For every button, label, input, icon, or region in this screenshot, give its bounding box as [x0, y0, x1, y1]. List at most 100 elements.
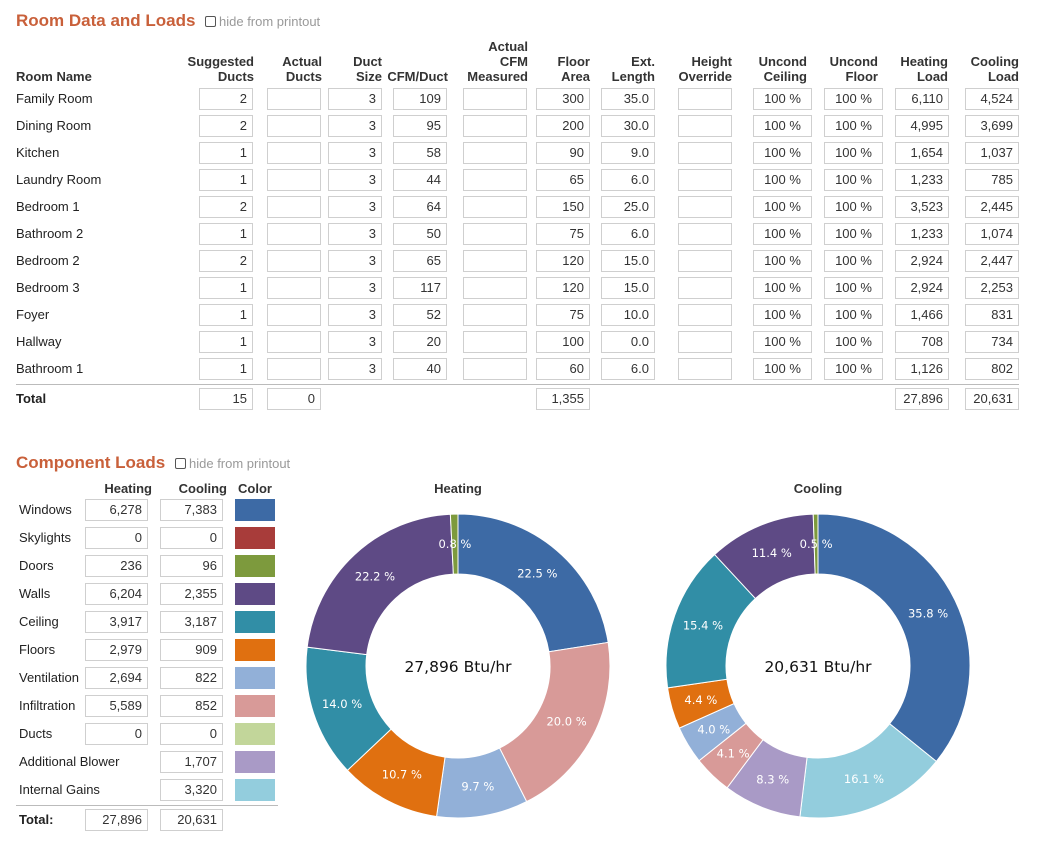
- uncond-floor-field[interactable]: 100 %: [824, 196, 883, 218]
- cooling-load-field[interactable]: 2,445: [965, 196, 1019, 218]
- cfm-duct-field[interactable]: 58: [393, 142, 447, 164]
- actual-ducts-field[interactable]: [267, 331, 321, 353]
- cfm-duct-field[interactable]: 109: [393, 88, 447, 110]
- duct-size-field[interactable]: 3: [328, 250, 382, 272]
- height-override-field[interactable]: [678, 358, 732, 380]
- cooling-load-field[interactable]: 2,447: [965, 250, 1019, 272]
- floor-area-field[interactable]: 300: [536, 88, 590, 110]
- ext-length-field[interactable]: 6.0: [601, 169, 655, 191]
- suggested-ducts-field[interactable]: 1: [199, 169, 253, 191]
- uncond-ceiling-field[interactable]: 100 %: [753, 142, 812, 164]
- suggested-ducts-field[interactable]: 1: [199, 142, 253, 164]
- actual-cfm-field[interactable]: [463, 115, 527, 137]
- actual-ducts-field[interactable]: [267, 142, 321, 164]
- heating-load-field[interactable]: 1,233: [895, 169, 949, 191]
- uncond-ceiling-field[interactable]: 100 %: [753, 223, 812, 245]
- suggested-ducts-field[interactable]: 2: [199, 115, 253, 137]
- ext-length-field[interactable]: 10.0: [601, 304, 655, 326]
- heating-load-field[interactable]: 1,466: [895, 304, 949, 326]
- actual-cfm-field[interactable]: [463, 142, 527, 164]
- suggested-ducts-field[interactable]: 1: [199, 358, 253, 380]
- component-hide-toggle[interactable]: hide from printout: [175, 456, 290, 471]
- floor-area-field[interactable]: 75: [536, 223, 590, 245]
- actual-ducts-field[interactable]: [267, 304, 321, 326]
- hide-checkbox[interactable]: [175, 458, 186, 469]
- cooling-load-field[interactable]: 802: [965, 358, 1019, 380]
- uncond-ceiling-field[interactable]: 100 %: [753, 115, 812, 137]
- uncond-ceiling-field[interactable]: 100 %: [753, 331, 812, 353]
- uncond-floor-field[interactable]: 100 %: [824, 223, 883, 245]
- floor-area-field[interactable]: 120: [536, 250, 590, 272]
- cfm-duct-field[interactable]: 20: [393, 331, 447, 353]
- actual-cfm-field[interactable]: [463, 196, 527, 218]
- room-hide-toggle[interactable]: hide from printout: [205, 14, 320, 29]
- height-override-field[interactable]: [678, 304, 732, 326]
- uncond-ceiling-field[interactable]: 100 %: [753, 169, 812, 191]
- actual-ducts-field[interactable]: [267, 358, 321, 380]
- actual-ducts-field[interactable]: [267, 169, 321, 191]
- suggested-ducts-field[interactable]: 1: [199, 277, 253, 299]
- cooling-load-field[interactable]: 3,699: [965, 115, 1019, 137]
- duct-size-field[interactable]: 3: [328, 88, 382, 110]
- duct-size-field[interactable]: 3: [328, 142, 382, 164]
- ext-length-field[interactable]: 6.0: [601, 358, 655, 380]
- actual-ducts-field[interactable]: [267, 250, 321, 272]
- height-override-field[interactable]: [678, 331, 732, 353]
- cooling-load-field[interactable]: 2,253: [965, 277, 1019, 299]
- cfm-duct-field[interactable]: 95: [393, 115, 447, 137]
- uncond-ceiling-field[interactable]: 100 %: [753, 88, 812, 110]
- uncond-floor-field[interactable]: 100 %: [824, 142, 883, 164]
- duct-size-field[interactable]: 3: [328, 115, 382, 137]
- height-override-field[interactable]: [678, 277, 732, 299]
- height-override-field[interactable]: [678, 88, 732, 110]
- floor-area-field[interactable]: 75: [536, 304, 590, 326]
- ext-length-field[interactable]: 9.0: [601, 142, 655, 164]
- floor-area-field[interactable]: 65: [536, 169, 590, 191]
- height-override-field[interactable]: [678, 250, 732, 272]
- actual-cfm-field[interactable]: [463, 304, 527, 326]
- cooling-load-field[interactable]: 831: [965, 304, 1019, 326]
- duct-size-field[interactable]: 3: [328, 196, 382, 218]
- cfm-duct-field[interactable]: 40: [393, 358, 447, 380]
- heating-load-field[interactable]: 1,654: [895, 142, 949, 164]
- heating-load-field[interactable]: 1,233: [895, 223, 949, 245]
- height-override-field[interactable]: [678, 196, 732, 218]
- uncond-ceiling-field[interactable]: 100 %: [753, 358, 812, 380]
- cooling-load-field[interactable]: 1,037: [965, 142, 1019, 164]
- floor-area-field[interactable]: 100: [536, 331, 590, 353]
- suggested-ducts-field[interactable]: 1: [199, 223, 253, 245]
- floor-area-field[interactable]: 90: [536, 142, 590, 164]
- actual-cfm-field[interactable]: [463, 277, 527, 299]
- height-override-field[interactable]: [678, 142, 732, 164]
- suggested-ducts-field[interactable]: 1: [199, 304, 253, 326]
- cfm-duct-field[interactable]: 50: [393, 223, 447, 245]
- suggested-ducts-field[interactable]: 2: [199, 88, 253, 110]
- heating-load-field[interactable]: 6,110: [895, 88, 949, 110]
- duct-size-field[interactable]: 3: [328, 331, 382, 353]
- cfm-duct-field[interactable]: 65: [393, 250, 447, 272]
- actual-cfm-field[interactable]: [463, 169, 527, 191]
- heating-load-field[interactable]: 1,126: [895, 358, 949, 380]
- cooling-load-field[interactable]: 785: [965, 169, 1019, 191]
- actual-cfm-field[interactable]: [463, 250, 527, 272]
- suggested-ducts-field[interactable]: 2: [199, 196, 253, 218]
- ext-length-field[interactable]: 15.0: [601, 250, 655, 272]
- ext-length-field[interactable]: 15.0: [601, 277, 655, 299]
- hide-checkbox[interactable]: [205, 16, 216, 27]
- suggested-ducts-field[interactable]: 1: [199, 331, 253, 353]
- height-override-field[interactable]: [678, 115, 732, 137]
- actual-cfm-field[interactable]: [463, 223, 527, 245]
- actual-cfm-field[interactable]: [463, 331, 527, 353]
- actual-ducts-field[interactable]: [267, 277, 321, 299]
- actual-ducts-field[interactable]: [267, 115, 321, 137]
- ext-length-field[interactable]: 30.0: [601, 115, 655, 137]
- uncond-floor-field[interactable]: 100 %: [824, 169, 883, 191]
- heating-load-field[interactable]: 2,924: [895, 277, 949, 299]
- uncond-floor-field[interactable]: 100 %: [824, 250, 883, 272]
- uncond-floor-field[interactable]: 100 %: [824, 331, 883, 353]
- uncond-floor-field[interactable]: 100 %: [824, 358, 883, 380]
- ext-length-field[interactable]: 25.0: [601, 196, 655, 218]
- uncond-ceiling-field[interactable]: 100 %: [753, 304, 812, 326]
- actual-ducts-field[interactable]: [267, 196, 321, 218]
- duct-size-field[interactable]: 3: [328, 358, 382, 380]
